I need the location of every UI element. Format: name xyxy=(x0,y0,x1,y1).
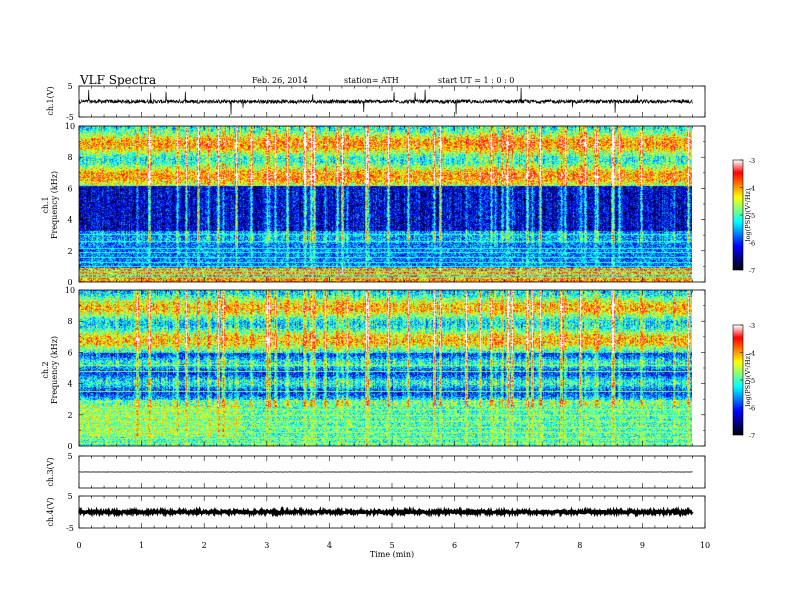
colorbar-ch2-image xyxy=(733,325,743,435)
y-tick-label: 4 xyxy=(67,380,72,389)
figure-title: VLF Spectra xyxy=(79,73,156,87)
y-tick-label: 8 xyxy=(67,153,72,162)
colorbar-tick-label: -6 xyxy=(749,405,755,413)
y-tick-label: 2 xyxy=(67,247,72,256)
x-tick-label: 9 xyxy=(640,541,645,550)
y-tick-label: 10 xyxy=(65,122,75,131)
y-tick-label: 5 xyxy=(67,492,72,501)
x-tick-label: 7 xyxy=(515,541,520,550)
colorbar-tick-label: -4 xyxy=(749,185,755,193)
x-tick-label: 0 xyxy=(76,541,81,550)
colorbar-tick-label: -3 xyxy=(749,322,755,330)
x-tick-label: 2 xyxy=(202,541,207,550)
x-tick-label: 4 xyxy=(327,541,332,550)
ch3-ylabel: ch.3(V) xyxy=(46,457,55,486)
y-tick-label: 10 xyxy=(65,286,75,295)
ch2-spec-ylabel: Frequency (kHz) xyxy=(50,336,59,404)
y-tick-label: 0 xyxy=(67,278,72,287)
colorbar-tick-label: -3 xyxy=(749,157,755,165)
colorbar1-label: log(PSD)(V²/Hz) xyxy=(744,188,752,241)
ch4-waveform-line xyxy=(78,505,694,519)
x-axis-label: Time (min) xyxy=(370,550,414,559)
colorbar-tick-label: -6 xyxy=(749,240,755,248)
start-time-label: start UT = 1 : 0 : 0 xyxy=(438,76,514,85)
y-tick-label: -5 xyxy=(66,113,74,122)
y-tick-label: 5 xyxy=(67,82,72,91)
colorbar-tick-label: -7 xyxy=(749,432,755,440)
x-tick-label: 10 xyxy=(700,541,710,550)
y-tick-label: 6 xyxy=(67,184,72,193)
ch4-ylabel: ch.4(V) xyxy=(46,497,55,526)
x-tick-label: 5 xyxy=(389,541,394,550)
ch1-ylabel: ch.1(V) xyxy=(46,86,55,115)
y-tick-label: 2 xyxy=(67,411,72,420)
y-tick-label: -5 xyxy=(66,524,74,533)
spectrogram-ch1-image xyxy=(79,126,692,282)
colorbar-ch1-image xyxy=(733,160,743,270)
ch1-waveform-line xyxy=(78,87,693,115)
y-tick-label: 0 xyxy=(67,442,72,451)
colorbar-tick-label: -7 xyxy=(749,267,755,275)
colorbar2-label: log(PSD)(V²/Hz) xyxy=(744,353,752,406)
y-tick-label: 4 xyxy=(67,216,72,225)
colorbar-tick-label: -5 xyxy=(749,212,755,220)
y-tick-label: 6 xyxy=(67,348,72,357)
date-label: Feb. 26, 2014 xyxy=(252,76,308,85)
y-tick-label: 8 xyxy=(67,317,72,326)
ch1-spec-ylabel-top: ch.1 xyxy=(41,196,50,213)
colorbar-tick-label: -5 xyxy=(749,377,755,385)
x-tick-label: 6 xyxy=(452,541,457,550)
x-tick-label: 3 xyxy=(264,541,269,550)
station-label: station= ATH xyxy=(344,76,399,85)
spectrogram-ch2-image xyxy=(79,290,692,446)
x-tick-label: 8 xyxy=(577,541,582,550)
colorbar-tick-label: -4 xyxy=(749,350,755,358)
x-tick-label: 1 xyxy=(139,541,144,550)
ch1-spec-ylabel: Frequency (kHz) xyxy=(50,171,59,239)
y-tick-label: 5 xyxy=(67,452,72,461)
ch2-spec-ylabel-top: ch.2 xyxy=(41,361,50,378)
